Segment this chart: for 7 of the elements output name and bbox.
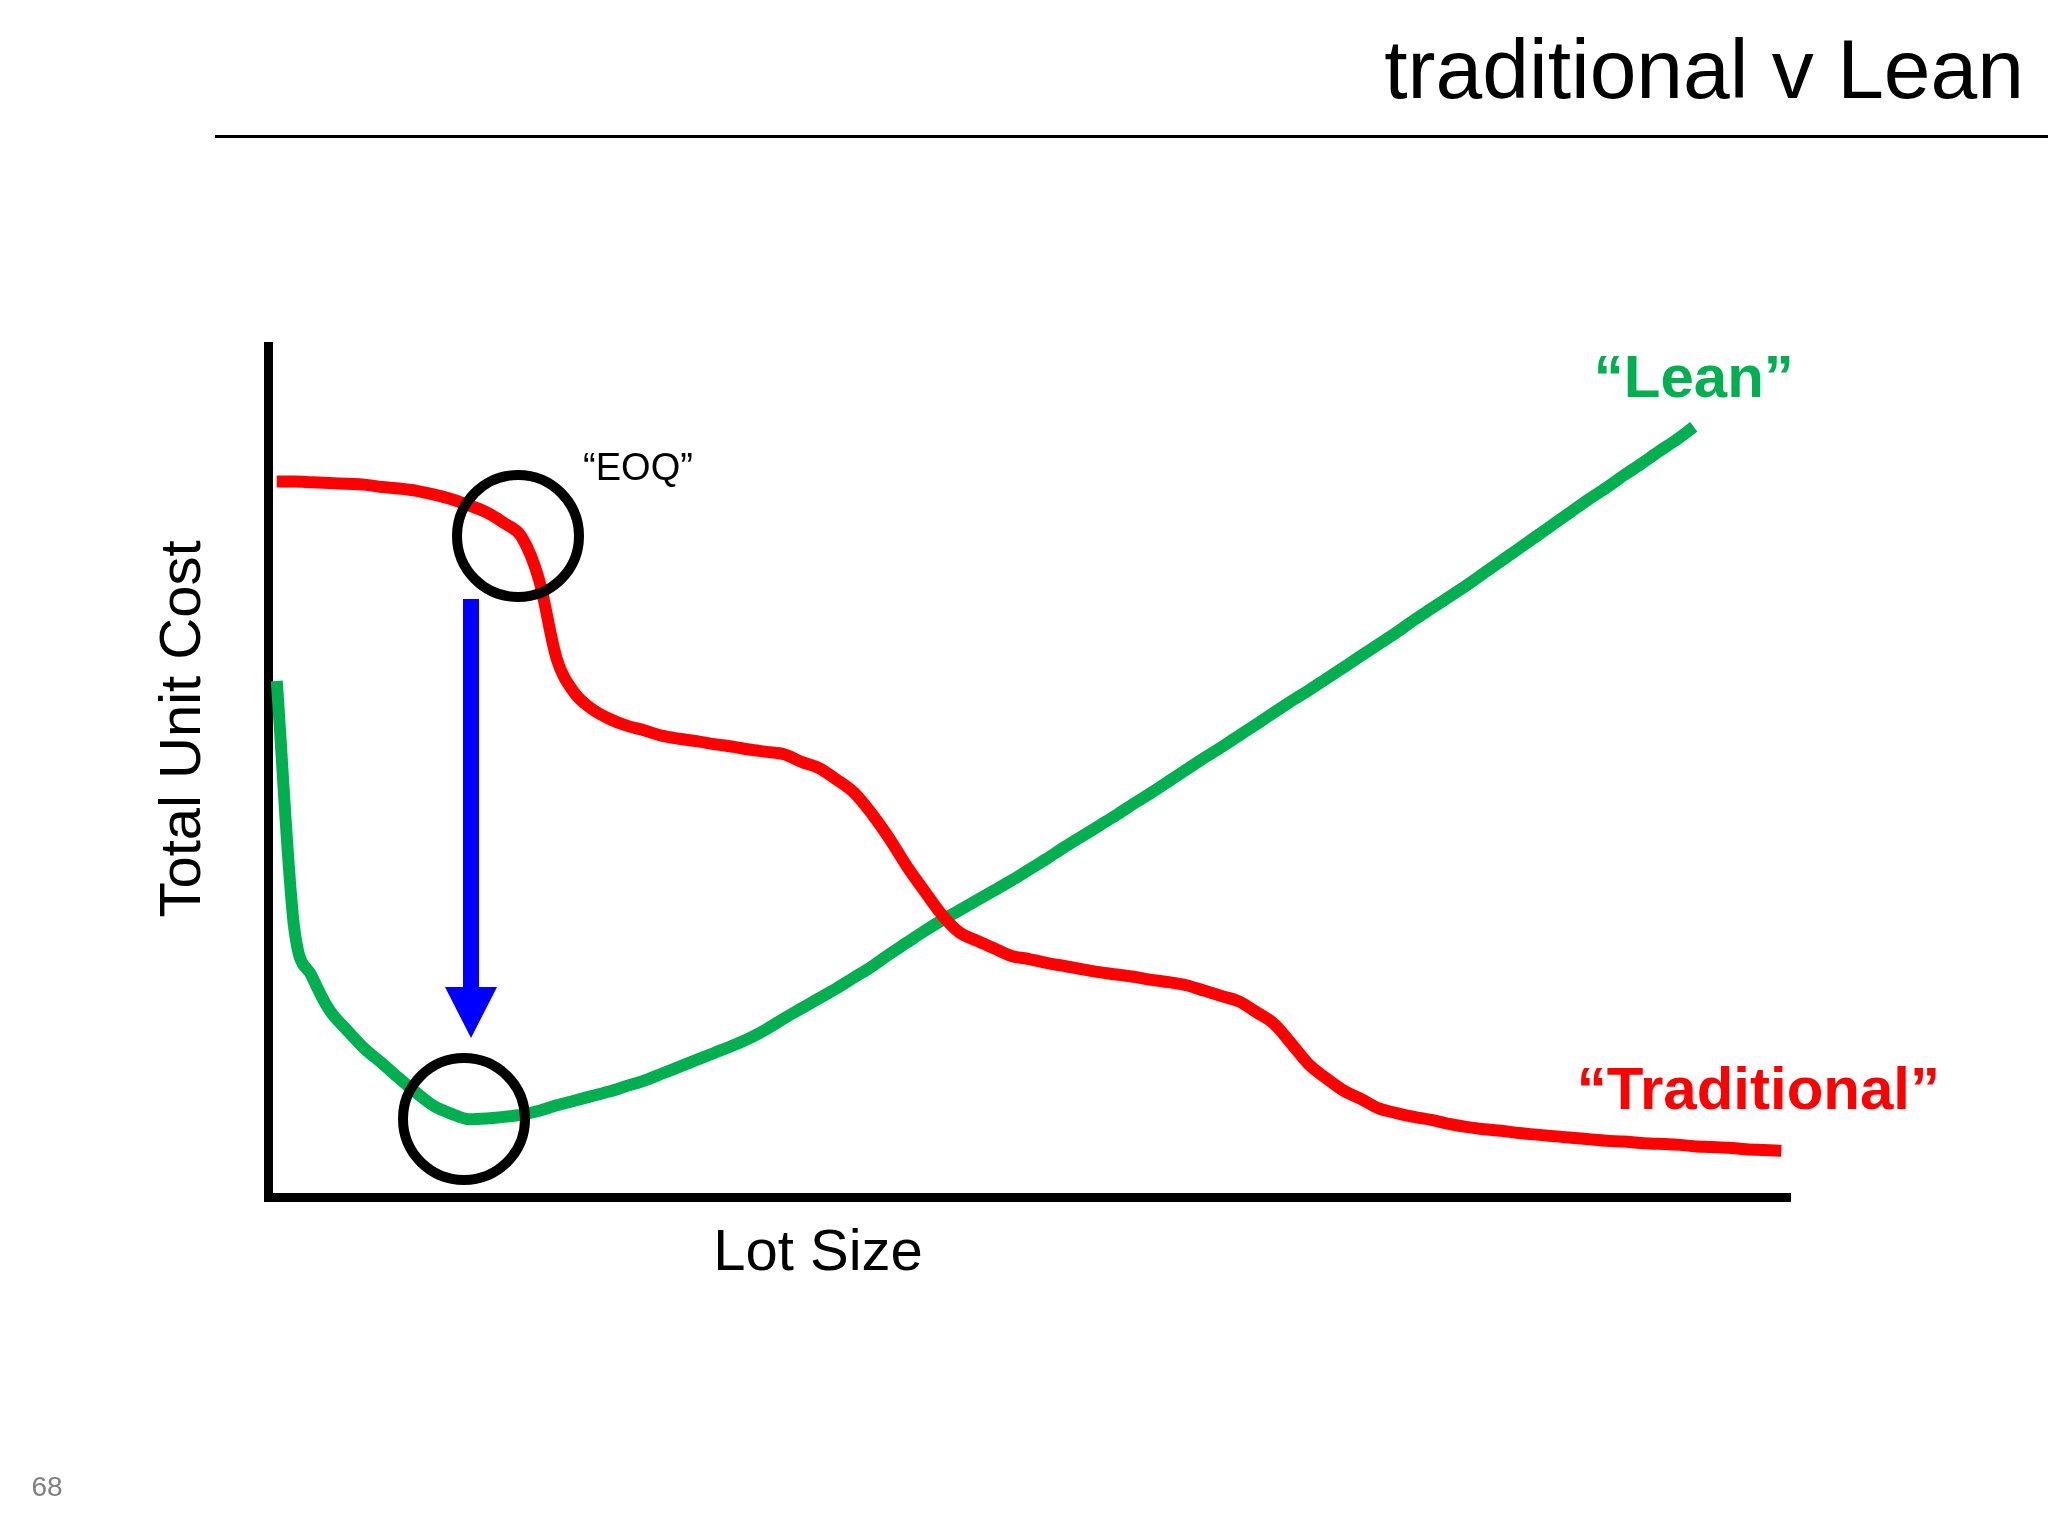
series-label: “Lean” bbox=[1593, 342, 1794, 410]
x-axis-title: Lot Size bbox=[713, 1217, 923, 1282]
annotation: “EOQ” bbox=[583, 446, 693, 488]
y-axis-title: Total Unit Cost bbox=[147, 540, 212, 918]
text: 68 bbox=[31, 1471, 63, 1502]
series-label: “Traditional” bbox=[1576, 1055, 1940, 1123]
chart-title: traditional v Lean bbox=[1384, 22, 2024, 116]
